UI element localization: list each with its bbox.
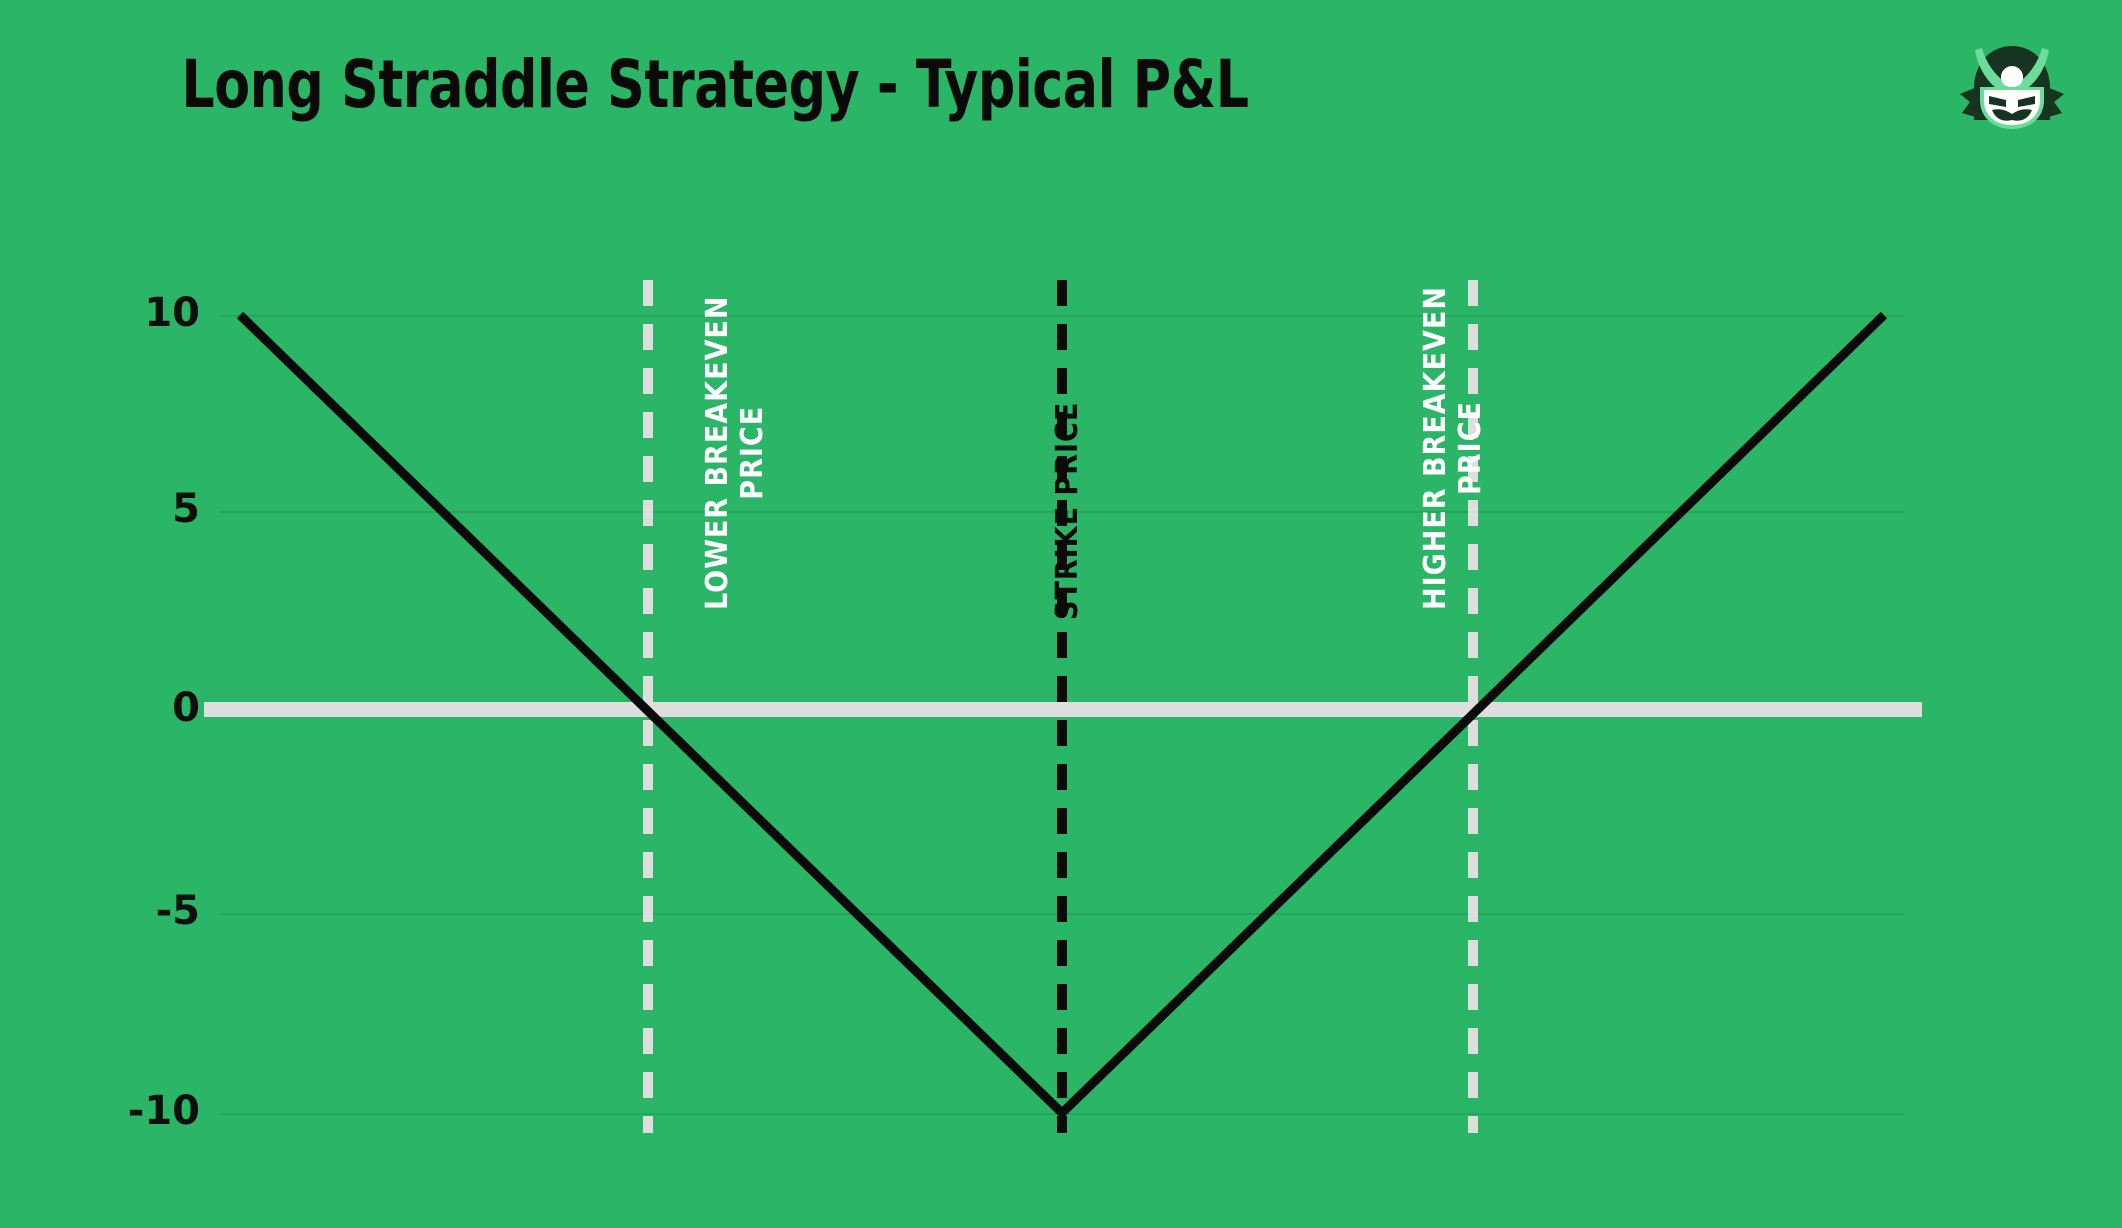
lower-breakeven-label-line2: PRICE (735, 405, 771, 500)
lower-breakeven-line (643, 280, 653, 1133)
higher-breakeven-label-line2: PRICE (1453, 401, 1489, 495)
higher-breakeven-label: HIGHER BREAKEVEN PRICE (1418, 286, 1489, 610)
y-axis-tick-labels: 10 5 0 -5 -10 (0, 0, 200, 1228)
strike-price-label: STRIKE PRICE (1050, 402, 1085, 620)
samurai-helmet-icon (1960, 46, 2064, 129)
lower-breakeven-label: LOWER BREAKEVEN PRICE (700, 296, 771, 610)
y-tick-minus-5: -5 (155, 888, 200, 934)
y-tick-minus-10: -10 (127, 1088, 200, 1134)
lower-breakeven-label-line1: LOWER BREAKEVEN (700, 295, 735, 610)
page-title: Long Straddle Strategy - Typical P&L (181, 46, 1249, 123)
strike-price-label-line1: STRIKE PRICE (1050, 401, 1085, 620)
y-tick-0: 0 (172, 685, 200, 731)
y-tick-10: 10 (144, 290, 200, 336)
y-tick-5: 5 (172, 486, 200, 532)
samurai-helmet-logo (1956, 28, 2068, 136)
higher-breakeven-label-line1: HIGHER BREAKEVEN (1418, 286, 1453, 610)
